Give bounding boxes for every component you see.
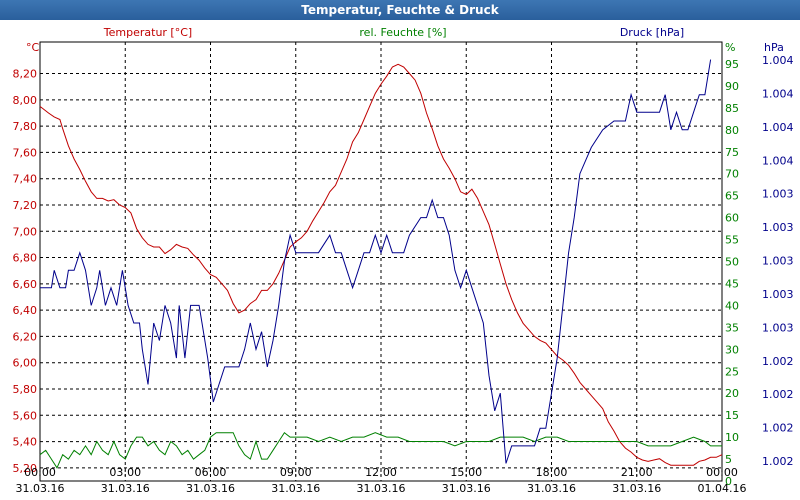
- pressure-tick: 1.002: [762, 355, 794, 368]
- pressure-tick: 1.004: [762, 121, 794, 134]
- x-tick-date: 01.04.16: [698, 482, 747, 495]
- x-tick-time: 06:00: [195, 466, 227, 479]
- humidity-tick: 10: [725, 431, 739, 444]
- temperature-tick: 6,80: [13, 252, 38, 265]
- temperature-tick: 5,40: [13, 436, 38, 449]
- temperature-tick: 7,80: [13, 120, 38, 133]
- humidity-axis-label: rel. Feuchte [%]: [359, 26, 446, 39]
- x-tick-time: 15:00: [450, 466, 482, 479]
- x-tick-date: 31.03.16: [101, 482, 150, 495]
- humidity-tick: 75: [725, 146, 739, 159]
- x-tick-date: 31.03.16: [612, 482, 661, 495]
- series-layer: [39, 59, 723, 469]
- x-tick-time: 00:00: [706, 466, 738, 479]
- pressure-tick: 1.003: [762, 288, 794, 301]
- humidity-tick: 90: [725, 80, 739, 93]
- pressure-tick: 1.004: [762, 87, 794, 100]
- temperature-tick: 5,60: [13, 409, 38, 422]
- humidity-tick: 15: [725, 409, 739, 422]
- temperature-tick: 6,20: [13, 330, 38, 343]
- series-line-humidity: [39, 431, 722, 469]
- series-line-pressure: [40, 59, 712, 464]
- pressure-tick: 1.002: [762, 422, 794, 435]
- pressure-tick: 1.002: [762, 388, 794, 401]
- x-tick-labels: 00:00 31.03.16 03:00 31.03.16 06:00 31.03.16 0…: [16, 466, 747, 495]
- pressure-tick: 1.003: [762, 255, 794, 268]
- x-tick-date: 31.03.16: [442, 482, 491, 495]
- temperature-tick: 6,00: [13, 357, 38, 370]
- temperature-tick: 8,20: [13, 68, 38, 81]
- chart-title: Temperatur, Feuchte & Druck: [301, 3, 499, 17]
- x-tick-time: 21:00: [621, 466, 653, 479]
- vertical-gridlines: [124, 42, 638, 481]
- series-line-temperature: [39, 63, 723, 466]
- x-tick-date: 31.03.16: [271, 482, 320, 495]
- humidity-tick: 30: [725, 343, 739, 356]
- humidity-tick: 70: [725, 168, 739, 181]
- humidity-tick: 25: [725, 365, 739, 378]
- pressure-tick: 1.002: [762, 455, 794, 468]
- pressure-tick: 1.004: [762, 54, 794, 67]
- temperature-tick: 7,00: [13, 225, 38, 238]
- pressure-tick: 1.003: [762, 221, 794, 234]
- humidity-tick: 0: [725, 475, 732, 488]
- x-tick-time: 09:00: [280, 466, 312, 479]
- temperature-tick: 7,20: [13, 199, 38, 212]
- pressure-tick: 1.004: [762, 154, 794, 167]
- x-tick-time: 03:00: [109, 466, 141, 479]
- x-tick-time: 18:00: [536, 466, 568, 479]
- x-tick-date: 31.03.16: [357, 482, 406, 495]
- humidity-tick: 35: [725, 321, 739, 334]
- humidity-tick: 60: [725, 212, 739, 225]
- temperature-tick: 5,20: [13, 462, 38, 475]
- temperature-tick: 5,80: [13, 383, 38, 396]
- humidity-tick-labels: 0 5 10 15 20 25 30 35 40 45 50 55 60 65 70 75 80 85 90 95: [725, 58, 739, 488]
- plot-area: [39, 41, 723, 482]
- temperature-tick-labels: 5,20 5,40 5,60 5,80 6,00 6,20 6,40 6,60 6,80 7,00…: [13, 68, 38, 475]
- humidity-tick: 45: [725, 277, 739, 290]
- x-tick-date: 31.03.16: [16, 482, 65, 495]
- x-tick-time: 00:00: [24, 466, 56, 479]
- humidity-tick: 40: [725, 299, 739, 312]
- humidity-tick: 5: [725, 453, 732, 466]
- x-tick-time: 12:00: [365, 466, 397, 479]
- chart-svg: Temperatur [°C] rel. Feuchte [%] Druck […: [13, 26, 794, 495]
- x-tick-date: 31.03.16: [186, 482, 235, 495]
- humidity-tick: 95: [725, 58, 739, 71]
- temperature-tick: 6,40: [13, 304, 38, 317]
- pressure-unit: hPa: [764, 41, 784, 54]
- x-tick-date: 31.03.16: [527, 482, 576, 495]
- temperature-unit: °C: [26, 41, 40, 54]
- temperature-axis-label: Temperatur [°C]: [103, 26, 192, 39]
- humidity-tick: 55: [725, 234, 739, 247]
- humidity-unit: %: [725, 41, 735, 54]
- humidity-tick: 65: [725, 190, 739, 203]
- title-bar: [0, 0, 800, 20]
- temperature-tick: 6,60: [13, 278, 38, 291]
- pressure-tick: 1.003: [762, 188, 794, 201]
- pressure-tick-labels: 1.002 1.002 1.002 1.002 1.003 1.003 1.003 1.003…: [762, 54, 794, 468]
- pressure-axis-label: Druck [hPa]: [620, 26, 684, 39]
- humidity-tick: 50: [725, 256, 739, 269]
- pressure-tick: 1.003: [762, 321, 794, 334]
- temperature-tick: 7,60: [13, 146, 38, 159]
- humidity-tick: 80: [725, 124, 739, 137]
- temperature-tick: 8,00: [13, 94, 38, 107]
- humidity-tick: 20: [725, 387, 739, 400]
- humidity-tick: 85: [725, 102, 739, 115]
- temperature-tick: 7,40: [13, 173, 38, 186]
